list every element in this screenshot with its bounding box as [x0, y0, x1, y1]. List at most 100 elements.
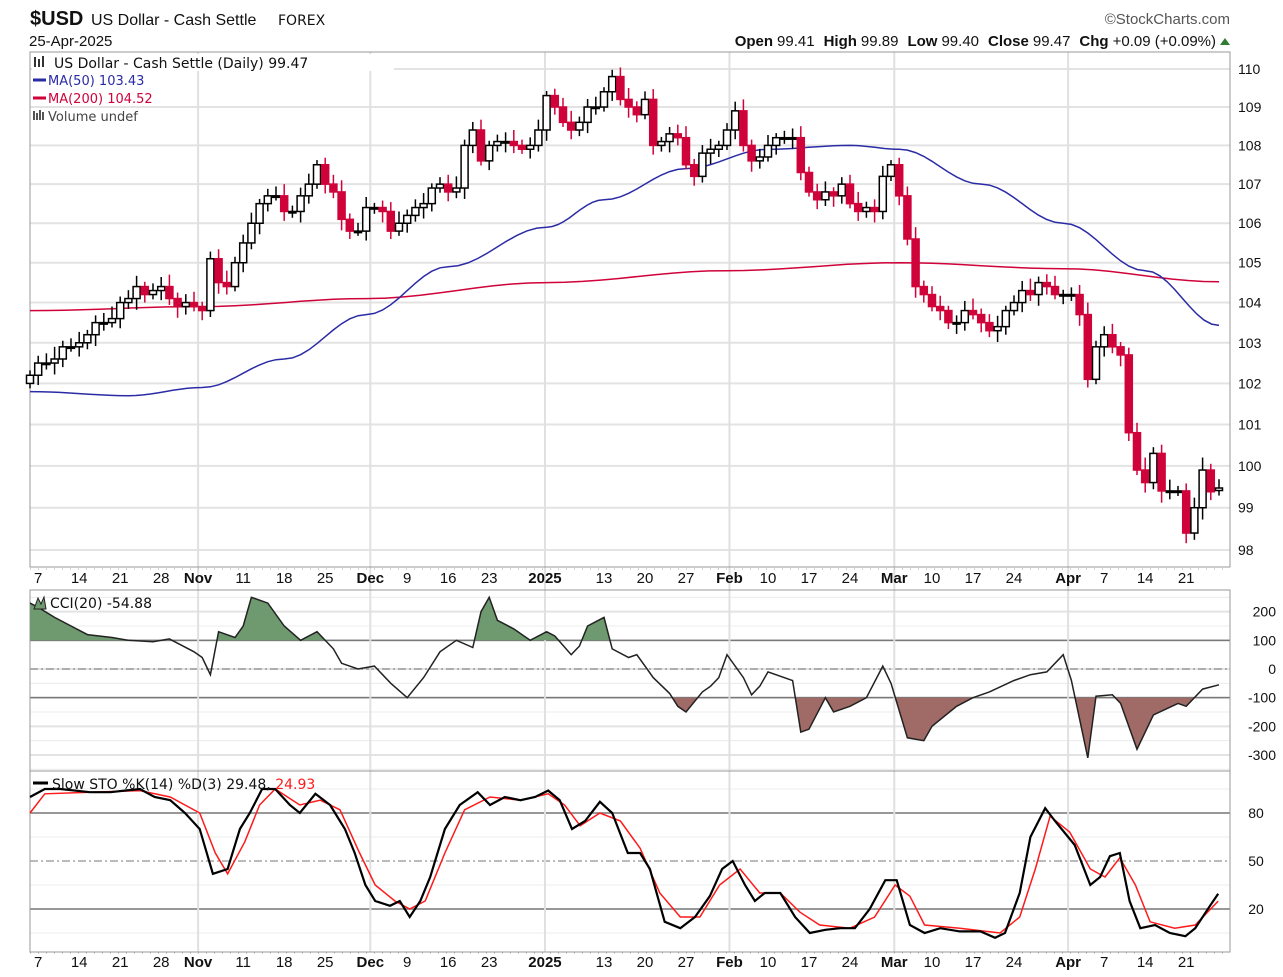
- candle-body: [903, 195, 912, 240]
- candle-body: [780, 136, 789, 140]
- date-tick-label: 10: [924, 570, 941, 587]
- price-tick-label: 100: [1238, 458, 1262, 474]
- candle-body: [1042, 281, 1052, 288]
- candle-body: [739, 110, 748, 147]
- candle-body: [1034, 281, 1043, 296]
- date-tick-label: 7: [1100, 954, 1108, 971]
- date-tick-label: 21: [112, 570, 129, 587]
- sto-tick-label: 20: [1248, 901, 1264, 917]
- date-tick-label: 2025: [528, 954, 561, 971]
- candle-body: [501, 140, 510, 144]
- candle-body: [1140, 469, 1150, 484]
- date-tick-label: 27: [678, 954, 695, 971]
- ohlc-summary: Open 99.41 High 99.89 Low 99.40 Close 99.47 Chg +…: [735, 33, 1216, 50]
- candle-body: [878, 175, 888, 213]
- date-tick-label: 10: [924, 954, 941, 971]
- candle-body: [960, 309, 970, 324]
- cci-layer: [29, 595, 1220, 759]
- candle-body: [1214, 487, 1224, 492]
- candle-body: [1083, 313, 1093, 381]
- date-tick-label: 18: [276, 570, 293, 587]
- date-tick-label: 2025: [528, 570, 561, 587]
- candle-body: [443, 183, 453, 193]
- sto-tick-label: 50: [1248, 853, 1264, 869]
- date-tick-label: 24: [1006, 570, 1023, 587]
- candle-body: [33, 362, 43, 377]
- candle-body: [1132, 431, 1142, 471]
- sto-d-value: 24.93: [275, 777, 315, 793]
- date-tick-label: Apr: [1055, 570, 1081, 587]
- date-tick-label: 17: [801, 954, 818, 971]
- candle-body: [419, 202, 428, 209]
- candle-body: [124, 297, 133, 304]
- candle-body: [829, 191, 838, 197]
- date-tick-label: 24: [1006, 954, 1023, 971]
- candle-body: [804, 171, 814, 193]
- candle-body: [42, 362, 51, 366]
- candles: [25, 67, 1224, 544]
- candle-body: [1026, 289, 1035, 296]
- candle-body: [1198, 469, 1207, 509]
- candle-body: [657, 140, 666, 147]
- candle-body: [1190, 506, 1199, 534]
- candle-body: [525, 144, 535, 151]
- copyright: ©StockCharts.com: [1105, 11, 1230, 28]
- date-tick-label: Nov: [184, 954, 213, 971]
- candle-body: [83, 333, 92, 344]
- candle-body: [91, 321, 100, 336]
- date-tick-label: 10: [760, 570, 777, 587]
- date-tick-label: 28: [153, 954, 170, 971]
- price-tick-label: 98: [1238, 542, 1254, 558]
- cci-legend: CCI(20) -54.88: [50, 596, 152, 612]
- cci-tick-label: 100: [1253, 632, 1277, 648]
- bar-chart-icon: [34, 56, 44, 67]
- candle-body: [1157, 452, 1166, 492]
- price-tick-label: 101: [1238, 416, 1262, 432]
- close-label: Close: [988, 33, 1029, 50]
- candle-body: [189, 301, 199, 308]
- cci-tick-label: -200: [1248, 718, 1276, 734]
- date-tick-label: 25: [317, 570, 334, 587]
- price-tick-label: 107: [1238, 176, 1262, 192]
- price-tick-label: 99: [1238, 500, 1254, 516]
- cci-tick-label: -100: [1248, 690, 1276, 706]
- high-label: High: [824, 33, 857, 50]
- candle-body: [452, 187, 461, 193]
- sto-k-value: 29.48,: [226, 777, 271, 793]
- candle-body: [1091, 346, 1101, 381]
- candle-body: [263, 195, 273, 205]
- candle-body: [583, 106, 592, 124]
- high-value: 99.89: [861, 33, 899, 50]
- candle-body: [944, 309, 953, 324]
- date-tick-label: Mar: [881, 954, 908, 971]
- candle-body: [320, 163, 330, 185]
- candle-body: [665, 133, 674, 143]
- sto-title: Slow STO %K(14) %D(3): [52, 777, 222, 793]
- candle-body: [493, 140, 502, 147]
- candle-body: [1116, 346, 1125, 356]
- candle-body: [140, 285, 150, 296]
- candle-body: [460, 144, 469, 189]
- candle-body: [1001, 309, 1011, 328]
- candle-body: [148, 289, 158, 296]
- candle-body: [591, 106, 601, 110]
- chg-label: Chg: [1079, 33, 1108, 50]
- candle-body: [624, 98, 633, 108]
- price-tick-label: 104: [1238, 295, 1262, 311]
- candle-body: [25, 374, 35, 385]
- candle-body: [230, 261, 240, 288]
- cci-oversold-fill: [30, 697, 1219, 758]
- candle-body: [1058, 293, 1068, 297]
- candle-body: [468, 129, 478, 147]
- date-tick-label: Feb: [716, 570, 743, 587]
- candle-body: [411, 206, 420, 217]
- sto-k-line: [29, 787, 1220, 940]
- candle-body: [99, 321, 109, 325]
- candle-body: [222, 281, 232, 288]
- candle-body: [542, 94, 551, 131]
- candle-body: [976, 313, 986, 324]
- date-tick-label: Nov: [184, 570, 213, 587]
- candle-body: [173, 297, 182, 308]
- up-arrow-icon: [1220, 38, 1230, 45]
- candle-body: [853, 202, 863, 213]
